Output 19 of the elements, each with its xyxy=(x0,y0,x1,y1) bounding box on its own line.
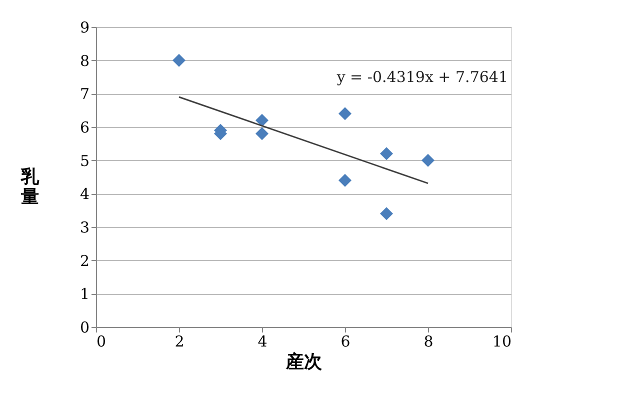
x-tick-label: 4 xyxy=(258,332,268,350)
y-tick-label: 3 xyxy=(80,218,90,236)
y-tick-label: 4 xyxy=(80,185,90,204)
y-tick-label: 5 xyxy=(80,152,90,170)
annotation: y = -0.4319x + 7.7641 xyxy=(336,68,508,86)
x-tick-label: 8 xyxy=(424,332,434,350)
y-tick-label: 6 xyxy=(80,118,90,136)
y-tick-label: 7 xyxy=(80,85,90,104)
x-tick-label: 2 xyxy=(174,332,184,350)
y-tick-label: 0 xyxy=(80,318,90,336)
y-tick-label: 2 xyxy=(80,252,90,270)
x-tick-label: 6 xyxy=(340,332,350,350)
x-tick-label: 0 xyxy=(96,332,106,350)
y-tick-label: 8 xyxy=(80,52,90,70)
x-axis-title: 産次 xyxy=(285,352,323,372)
x-tick-label: 10 xyxy=(492,332,512,350)
y-axis-title: 乳量 xyxy=(20,166,40,208)
y-tick-label: 9 xyxy=(80,18,90,36)
y-tick-label: 1 xyxy=(80,285,90,304)
